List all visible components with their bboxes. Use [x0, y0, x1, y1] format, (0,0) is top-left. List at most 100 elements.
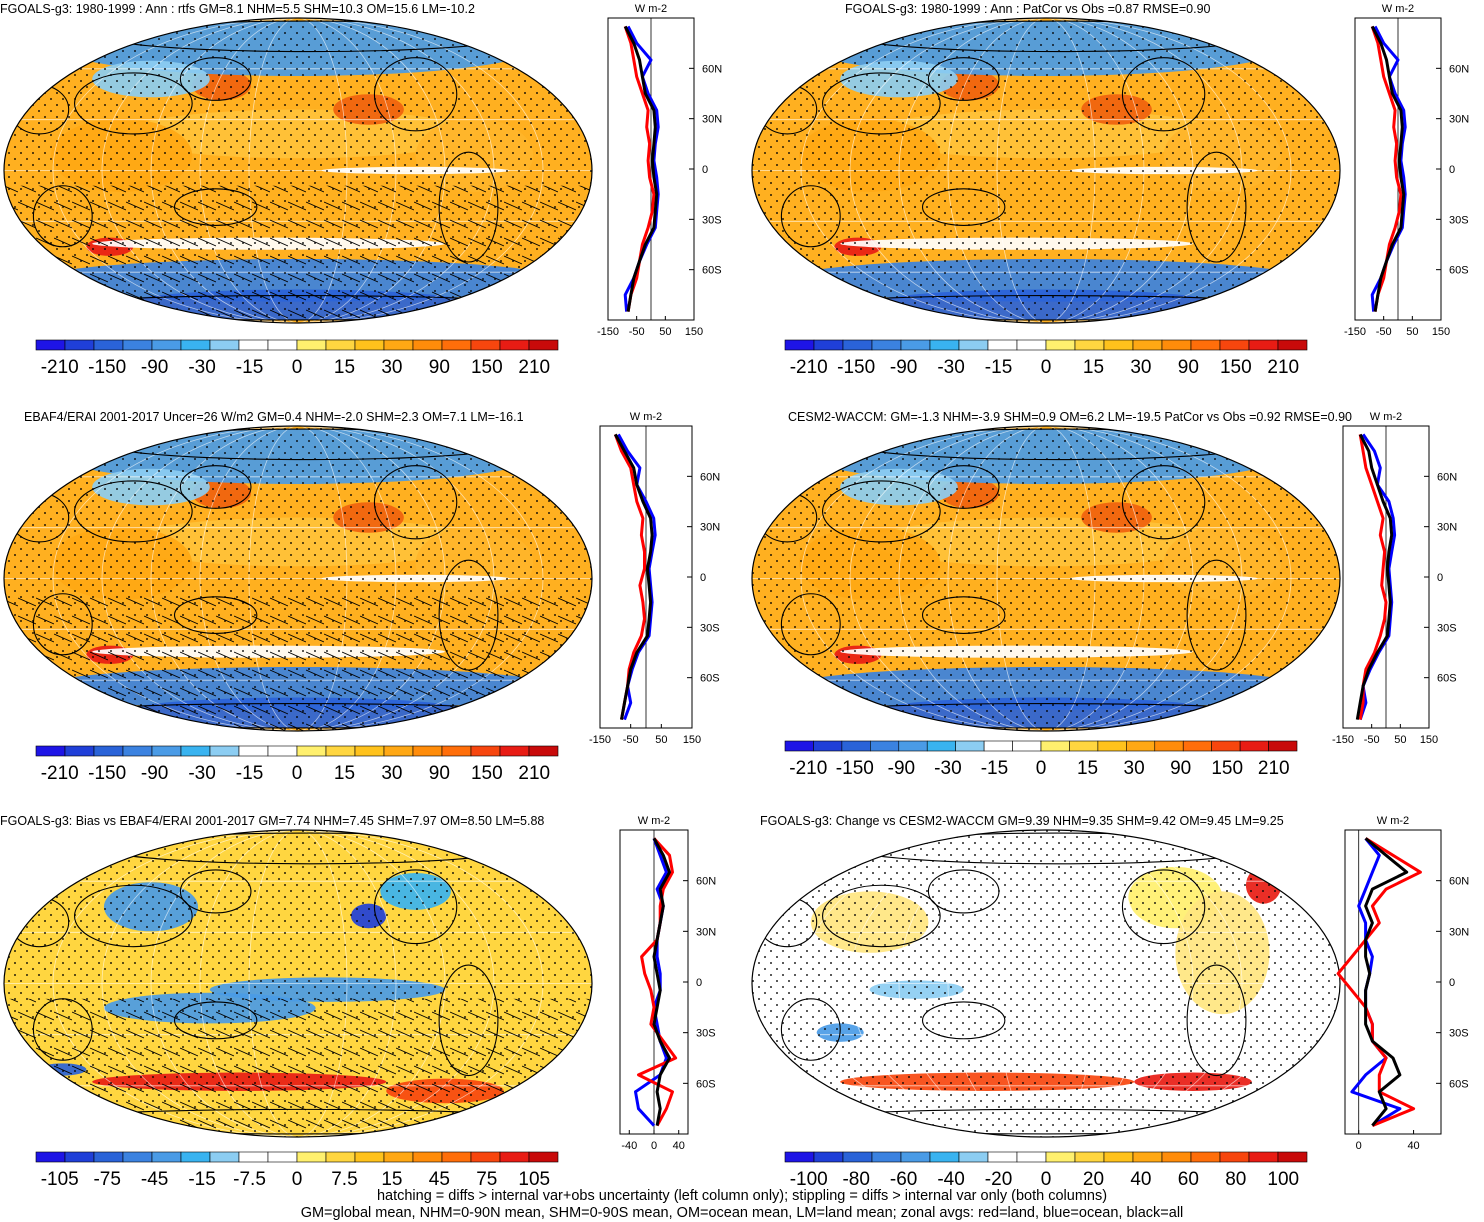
- panel-title-3: EBAF4/ERAI 2001-2017 Uncer=26 W/m2 GM=0.…: [24, 410, 524, 424]
- colorbar-swatch: [383, 745, 414, 757]
- colorbar-swatch: [1045, 1151, 1076, 1163]
- colorbar-swatch: [871, 339, 902, 351]
- zonal-lat-tick-label: 60N: [1437, 471, 1457, 483]
- colorbar-tick-label: -30: [934, 758, 961, 779]
- zonal-x-tick-label: 50: [659, 326, 671, 338]
- colorbar-swatch: [842, 339, 873, 351]
- zonal-lat-tick-label: 0: [696, 977, 702, 989]
- colorbar-swatch: [813, 740, 843, 752]
- zonal-lat-tick-label: 0: [1449, 164, 1455, 176]
- colorbar-2: -210 -150 -90 -30 -15 0 15 30 90 150 210: [784, 339, 1308, 378]
- zonal-line-land: [623, 25, 656, 312]
- colorbar-swatch: [1190, 1151, 1221, 1163]
- colorbar-tick-label: 0: [292, 1169, 303, 1190]
- colorbar-swatch: [784, 1151, 815, 1163]
- zonal-lat-tick-label: 60S: [702, 265, 722, 277]
- panel-title-4: CESM2-WACCM: GM=-1.3 NHM=-3.9 SHM=0.9 OM…: [788, 410, 1352, 424]
- zonal-mean-plot-3: W m-2 60N 30N 0 30S 60S -150 -50 50 150: [589, 411, 720, 746]
- zonal-lat-tick-label: 30N: [1449, 926, 1469, 938]
- colorbar-3: -210 -150 -90 -30 -15 0 15 30 90 150 210: [35, 745, 559, 784]
- colorbar-tick-label: 210: [518, 357, 550, 378]
- colorbar-swatch: [296, 339, 327, 351]
- colorbar-swatch: [929, 1151, 960, 1163]
- colorbar-tick-label: -7.5: [233, 1169, 266, 1190]
- zonal-lat-tick-label: 60S: [1449, 265, 1469, 277]
- colorbar-tick-label: 150: [471, 763, 503, 784]
- colorbar-swatch: [929, 339, 960, 351]
- colorbar-swatch: [1074, 339, 1105, 351]
- colorbar-tick-label: 15: [1083, 357, 1104, 378]
- colorbar-swatch: [267, 745, 298, 757]
- colorbar-tick-label: 0: [1036, 758, 1047, 779]
- colorbar-tick-label: 30: [381, 763, 402, 784]
- zonal-x-tick-label: 40: [1407, 1140, 1419, 1152]
- colorbar-swatch: [151, 1151, 182, 1163]
- colorbar-swatch: [64, 745, 95, 757]
- colorbar-swatch: [870, 740, 900, 752]
- colorbar-swatch: [470, 339, 501, 351]
- colorbar-tick-label: -90: [890, 357, 917, 378]
- colorbar-tick-label: 100: [1267, 1169, 1299, 1190]
- colorbar-swatch: [151, 745, 182, 757]
- zonal-lat-tick-label: 30S: [1449, 214, 1469, 226]
- colorbar-swatch: [412, 745, 443, 757]
- colorbar-tick-label: 150: [1211, 758, 1243, 779]
- colorbar-swatch: [1161, 339, 1192, 351]
- colorbar-swatch: [499, 1151, 530, 1163]
- colorbar-tick-label: -150: [88, 357, 126, 378]
- colorbar-swatch: [1132, 1151, 1163, 1163]
- colorbar-tick-label: -150: [88, 763, 126, 784]
- colorbar-swatch: [354, 745, 385, 757]
- colorbar-swatch: [987, 1151, 1018, 1163]
- map-outline: [3, 425, 593, 732]
- colorbar-tick-label: 20: [1083, 1169, 1104, 1190]
- colorbar-tick-label: 60: [1178, 1169, 1199, 1190]
- zonal-lat-tick-label: 30N: [702, 114, 722, 126]
- panel-title-6: FGOALS-g3: Change vs CESM2-WACCM GM=9.39…: [760, 814, 1284, 828]
- zonal-lat-tick-label: 60S: [1449, 1078, 1469, 1090]
- colorbar-swatch: [1016, 339, 1047, 351]
- colorbar-tick-label: 210: [1258, 758, 1290, 779]
- colorbar-tick-label: 0: [292, 763, 303, 784]
- colorbar-tick-label: 40: [1130, 1169, 1151, 1190]
- colorbar-swatch: [267, 1151, 298, 1163]
- colorbar-tick-label: -15: [985, 357, 1012, 378]
- colorbar-swatch: [1040, 740, 1070, 752]
- colorbar-tick-label: -15: [188, 1169, 215, 1190]
- colorbar-4: -210 -150 -90 -30 -15 0 15 30 90 150 210: [784, 740, 1298, 779]
- zonal-lat-tick-label: 60N: [702, 63, 722, 75]
- colorbar-tick-label: -15: [236, 357, 263, 378]
- zonal-units-label: W m-2: [630, 411, 662, 423]
- colorbar-tick-label: -80: [842, 1169, 869, 1190]
- colorbar-tick-label: -210: [41, 357, 79, 378]
- colorbar-swatch: [296, 745, 327, 757]
- colorbar-tick-label: 150: [471, 357, 503, 378]
- colorbar-swatch: [35, 745, 66, 757]
- zonal-mean-plot-1: W m-2 60N 30N 0 30S 60S -150 -50 50 150: [597, 3, 722, 338]
- zonal-line-land: [637, 837, 678, 1127]
- zonal-lat-tick-label: 30S: [702, 214, 722, 226]
- zonal-x-tick-label: -50: [1364, 734, 1380, 746]
- colorbar-swatch: [528, 339, 559, 351]
- colorbar-swatch: [122, 339, 153, 351]
- zonal-x-tick-label: 50: [655, 734, 667, 746]
- colorbar-swatch: [470, 745, 501, 757]
- zonal-units-label: W m-2: [635, 3, 667, 15]
- colorbar-swatch: [1248, 1151, 1279, 1163]
- panel-title-2: FGOALS-g3: 1980-1999 : Ann : PatCor vs O…: [845, 2, 1211, 16]
- colorbar-swatch: [499, 745, 530, 757]
- colorbar-5: -105 -75 -45 -15 -7.5 0 7.5 15 45 75 105: [35, 1151, 559, 1190]
- zonal-line-ocean: [634, 837, 668, 1127]
- colorbar-tick-label: 75: [476, 1169, 497, 1190]
- zonal-mean-plot-6: W m-2 60N 30N 0 30S 60S 0 40: [1336, 815, 1469, 1152]
- zonal-line-all: [1370, 25, 1406, 312]
- colorbar-swatch: [841, 740, 871, 752]
- zonal-lat-tick-label: 60N: [696, 876, 716, 888]
- colorbar-swatch: [813, 1151, 844, 1163]
- colorbar-swatch: [354, 339, 385, 351]
- colorbar-tick-label: -15: [236, 763, 263, 784]
- colorbar-swatch: [1248, 339, 1279, 351]
- zonal-line-land: [1336, 837, 1422, 1127]
- zonal-x-tick-label: 0: [1356, 1140, 1362, 1152]
- colorbar-swatch: [238, 1151, 269, 1163]
